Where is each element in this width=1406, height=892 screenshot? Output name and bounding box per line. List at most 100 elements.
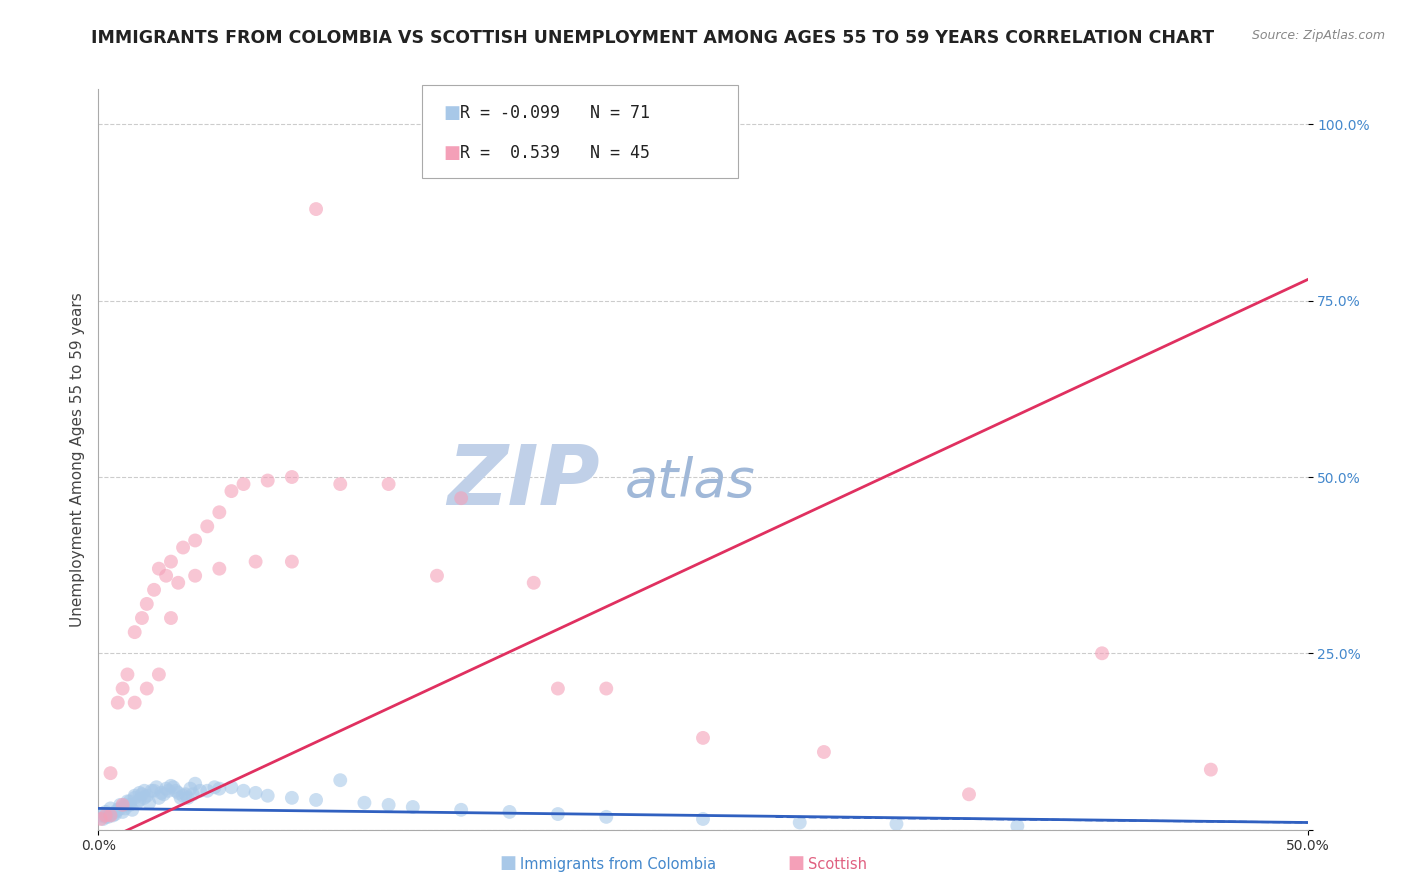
Point [124,790,146,805]
Point [118,794,141,808]
Point [498,805,520,819]
Point [281,790,304,805]
Point [108,801,131,815]
Point [91,812,114,826]
Point [195,519,218,533]
Point [256,474,278,488]
Point [97,810,120,824]
Text: atlas: atlas [624,456,755,508]
Point [204,780,226,795]
Point [160,611,183,625]
Point [143,784,166,798]
Text: ■: ■ [443,104,460,122]
Point [148,790,170,805]
Point [377,797,399,812]
Point [90,812,112,826]
Point [124,625,146,640]
Point [245,555,267,569]
Point [547,807,569,822]
Point [450,803,472,817]
Point [135,597,157,611]
Point [177,790,200,805]
Point [121,803,143,817]
Point [114,801,136,815]
Point [692,731,714,745]
Text: R =  0.539   N = 45: R = 0.539 N = 45 [460,144,650,161]
Point [104,805,127,819]
Text: ■: ■ [443,144,460,161]
Point [595,681,617,696]
Text: R = -0.099   N = 71: R = -0.099 N = 71 [460,104,650,122]
Point [104,807,127,822]
Point [117,667,139,681]
Point [1091,646,1114,660]
Point [195,784,218,798]
Point [169,790,191,805]
Point [152,787,174,801]
Text: Scottish: Scottish [808,857,868,872]
Point [160,555,183,569]
Point [789,815,811,830]
Point [128,793,150,807]
Point [886,817,908,831]
Point [117,794,139,808]
Point [232,784,254,798]
Point [208,505,231,519]
Point [127,796,149,810]
Point [135,789,157,803]
Point [134,784,156,798]
Y-axis label: Unemployment Among Ages 55 to 59 years: Unemployment Among Ages 55 to 59 years [69,292,84,627]
Point [111,797,134,812]
Point [111,805,134,819]
Point [184,568,207,582]
Point [124,789,146,803]
Point [281,470,304,484]
Point [160,779,183,793]
Point [172,789,194,803]
Point [281,555,304,569]
Point [134,790,156,805]
Point [957,787,980,801]
Point [114,797,136,812]
Point [245,786,267,800]
Point [167,575,190,590]
Text: IMMIGRANTS FROM COLOMBIA VS SCOTTISH UNEMPLOYMENT AMONG AGES 55 TO 59 YEARS CORR: IMMIGRANTS FROM COLOMBIA VS SCOTTISH UNE… [91,29,1215,46]
Point [692,812,714,826]
Point [174,787,197,801]
Point [450,491,472,505]
Point [402,800,425,814]
Point [208,781,231,796]
Point [172,541,194,555]
Point [143,582,166,597]
Point [377,477,399,491]
Point [523,575,546,590]
Point [188,784,211,798]
Point [107,696,129,710]
Point [138,796,160,810]
Point [118,797,141,812]
Text: ■: ■ [787,855,804,872]
Point [162,780,184,795]
Text: Immigrants from Colombia: Immigrants from Colombia [520,857,716,872]
Point [329,773,352,788]
Text: ■: ■ [499,855,516,872]
Point [179,781,201,796]
Point [184,777,207,791]
Point [111,681,134,696]
Point [813,745,835,759]
Point [128,786,150,800]
Point [100,766,122,780]
Point [131,611,153,625]
Point [108,797,131,812]
Point [94,808,117,822]
Point [148,562,170,576]
Point [150,786,173,800]
Point [155,568,177,582]
Point [148,667,170,681]
Point [184,533,207,548]
Point [90,808,112,822]
Point [232,477,254,491]
Point [131,787,153,801]
Point [1007,819,1029,833]
Point [329,477,352,491]
